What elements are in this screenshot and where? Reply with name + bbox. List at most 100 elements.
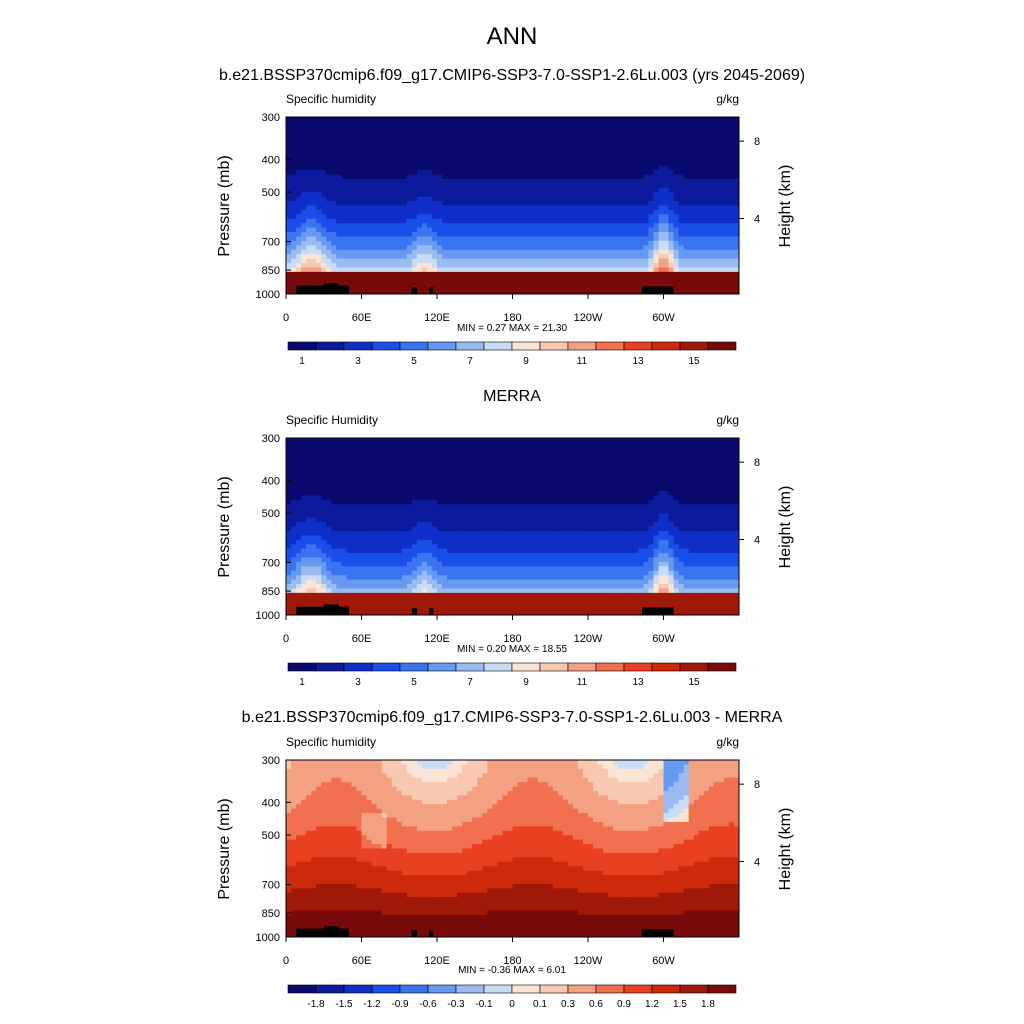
contour-cell — [482, 223, 488, 229]
contour-cell — [411, 152, 418, 158]
contour-cell — [301, 209, 307, 215]
contour-cell — [376, 214, 383, 220]
contour-cell — [366, 539, 373, 545]
contour-cell — [562, 249, 569, 255]
contour-cell — [401, 254, 408, 260]
contour-cell — [723, 271, 730, 277]
contour-cell — [562, 196, 569, 202]
contour-cell — [391, 152, 398, 158]
contour-cell — [723, 249, 730, 255]
contour-cell — [537, 139, 544, 145]
contour-cell — [492, 236, 498, 242]
contour-cell — [608, 249, 614, 255]
contour-cell — [346, 584, 352, 589]
contour-cell — [608, 192, 614, 198]
contour-cell — [482, 263, 488, 268]
contour-cell — [416, 460, 423, 466]
contour-cell — [376, 227, 383, 233]
contour-cell — [497, 187, 503, 193]
contour-cell — [341, 178, 347, 184]
contour-cell — [623, 227, 629, 233]
contour-cell — [386, 263, 393, 268]
contour-cell — [507, 117, 513, 122]
contour-cell — [386, 499, 393, 505]
contour-cell — [588, 130, 594, 136]
contour-cell — [723, 117, 730, 122]
contour-cell — [431, 584, 438, 589]
contour-cell — [507, 156, 513, 162]
contour-cell — [316, 201, 322, 206]
contour-cell — [442, 446, 448, 452]
contour-cell — [517, 156, 524, 162]
contour-cell — [487, 165, 493, 171]
contour-cell — [371, 183, 378, 189]
contour-cell — [326, 232, 332, 237]
contour-cell — [582, 196, 589, 202]
contour-cell — [351, 535, 357, 541]
contour-cell — [376, 535, 383, 541]
contour-cell — [703, 209, 710, 215]
contour-cell — [598, 139, 604, 145]
contour-cell — [593, 147, 599, 153]
contour-cell — [311, 566, 317, 572]
contour-cell — [286, 522, 292, 527]
contour-cell — [452, 147, 458, 153]
contour-cell — [296, 232, 302, 237]
contour-cell — [497, 147, 503, 153]
contour-cell — [296, 438, 302, 443]
contour-cell — [668, 209, 675, 215]
contour-cell — [296, 271, 302, 277]
contour-cell — [401, 482, 408, 488]
contour-cell — [472, 249, 478, 255]
contour-cell — [608, 117, 614, 122]
contour-cell — [532, 201, 539, 206]
contour-cell — [613, 232, 619, 237]
contour-cell — [447, 499, 453, 505]
contour-cell — [341, 267, 347, 273]
contour-cell — [598, 121, 604, 127]
contour-cell — [431, 464, 438, 470]
contour-cell — [552, 201, 559, 206]
contour-cell — [321, 588, 327, 594]
contour-cell — [296, 566, 302, 572]
contour-cell — [361, 504, 368, 510]
contour-cell — [723, 165, 730, 171]
contour-cell — [326, 455, 332, 461]
colorbar-swatch — [595, 341, 625, 351]
contour-cell — [673, 240, 680, 246]
contour-cell — [492, 205, 498, 211]
contour-cell — [457, 143, 463, 149]
contour-cell — [442, 464, 448, 470]
contour-cell — [291, 245, 297, 251]
contour-cell — [316, 557, 322, 563]
contour-plot — [286, 117, 740, 295]
contour-cell — [301, 548, 307, 554]
contour-cell — [331, 584, 337, 589]
contour-cell — [588, 147, 594, 153]
contour-cell — [547, 165, 554, 171]
contour-cell — [346, 468, 352, 474]
contour-cell — [643, 192, 649, 198]
contour-cell — [376, 601, 383, 607]
contour-cell — [371, 187, 378, 193]
contour-cell — [593, 178, 599, 184]
contour-cell — [336, 227, 342, 233]
contour-cell — [693, 249, 700, 255]
contour-cell — [411, 451, 418, 457]
contour-cell — [321, 280, 327, 286]
contour-cell — [663, 147, 670, 153]
contour-cell — [507, 280, 513, 286]
contour-cell — [296, 588, 302, 594]
contour-cell — [437, 557, 443, 563]
contour-cell — [733, 214, 740, 220]
contour-cell — [406, 477, 413, 483]
contour-cell — [608, 285, 614, 291]
contour-cell — [577, 285, 584, 291]
contour-cell — [296, 442, 302, 448]
contour-cell — [522, 196, 529, 202]
contour-cell — [411, 477, 418, 483]
contour-cell — [527, 236, 534, 242]
contour-cell — [628, 192, 634, 198]
contour-cell — [416, 464, 423, 470]
contour-cell — [306, 139, 312, 145]
